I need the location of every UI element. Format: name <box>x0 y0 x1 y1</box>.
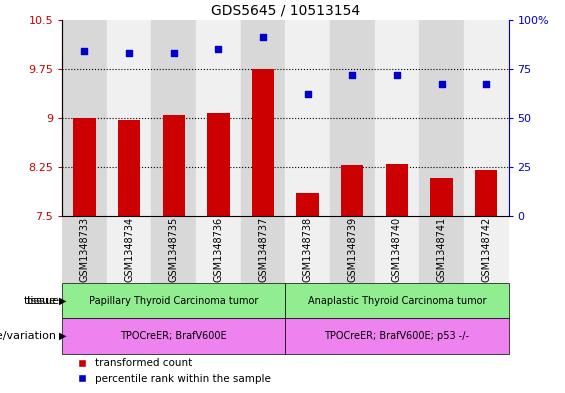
Bar <box>297 193 319 216</box>
Bar <box>285 318 508 354</box>
Bar <box>163 115 185 216</box>
Point <box>259 34 268 40</box>
Bar <box>285 283 508 318</box>
Bar <box>151 216 196 283</box>
Text: tissue: tissue <box>27 296 60 306</box>
Text: GSM1348735: GSM1348735 <box>169 217 179 282</box>
Bar <box>386 164 408 216</box>
Bar <box>285 20 330 216</box>
Bar <box>62 318 285 354</box>
Title: GDS5645 / 10513154: GDS5645 / 10513154 <box>211 3 360 17</box>
Bar <box>330 216 375 283</box>
Bar <box>419 216 464 283</box>
Bar <box>475 170 497 216</box>
Point <box>170 50 179 56</box>
Point <box>80 48 89 54</box>
Bar <box>73 118 95 216</box>
Bar <box>196 20 241 216</box>
Point <box>214 46 223 52</box>
Legend: transformed count, percentile rank within the sample: transformed count, percentile rank withi… <box>67 354 276 388</box>
Bar <box>151 20 196 216</box>
Text: GSM1348736: GSM1348736 <box>214 217 223 282</box>
Bar <box>431 178 453 216</box>
Text: genotype/variation: genotype/variation <box>0 331 56 341</box>
Bar <box>241 20 285 216</box>
Point <box>303 91 312 97</box>
Bar <box>207 113 229 216</box>
Bar <box>196 216 241 283</box>
Bar <box>464 20 508 216</box>
Bar <box>375 216 419 283</box>
Text: TPOCreER; BrafV600E; p53 -/-: TPOCreER; BrafV600E; p53 -/- <box>324 331 470 341</box>
Bar <box>341 165 363 216</box>
Text: TPOCreER; BrafV600E: TPOCreER; BrafV600E <box>120 331 227 341</box>
Text: Papillary Thyroid Carcinoma tumor: Papillary Thyroid Carcinoma tumor <box>89 296 258 306</box>
Bar <box>464 216 508 283</box>
Text: tissue: tissue <box>24 296 56 306</box>
Bar <box>62 216 107 283</box>
Text: GSM1348741: GSM1348741 <box>437 217 446 282</box>
Bar <box>419 20 464 216</box>
Bar <box>118 120 140 216</box>
Text: GSM1348737: GSM1348737 <box>258 217 268 282</box>
Text: GSM1348739: GSM1348739 <box>347 217 357 282</box>
Point <box>437 81 446 88</box>
Text: Anaplastic Thyroid Carcinoma tumor: Anaplastic Thyroid Carcinoma tumor <box>308 296 486 306</box>
Bar <box>62 283 285 318</box>
Point <box>348 72 357 78</box>
Point <box>125 50 134 56</box>
Point <box>392 72 401 78</box>
Text: GSM1348733: GSM1348733 <box>80 217 89 282</box>
Text: GSM1348738: GSM1348738 <box>303 217 312 282</box>
Point <box>481 81 490 88</box>
Text: GSM1348742: GSM1348742 <box>481 217 491 282</box>
Bar <box>375 20 419 216</box>
Bar <box>241 216 285 283</box>
Text: GSM1348734: GSM1348734 <box>124 217 134 282</box>
Text: ▶: ▶ <box>59 296 67 306</box>
Bar <box>107 20 151 216</box>
Bar <box>252 69 274 216</box>
Text: GSM1348740: GSM1348740 <box>392 217 402 282</box>
Bar <box>330 20 375 216</box>
Bar <box>285 216 330 283</box>
Text: ▶: ▶ <box>59 331 67 341</box>
Bar <box>62 20 107 216</box>
Bar <box>107 216 151 283</box>
